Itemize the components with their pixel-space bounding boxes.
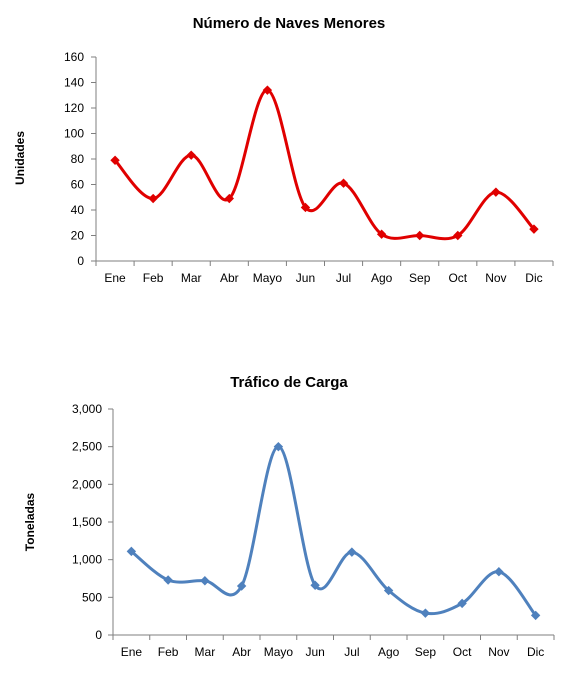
x-tick-label: Ago [371, 271, 393, 285]
x-tick-label: Jul [336, 271, 351, 285]
x-tick-label: Mayo [253, 271, 283, 285]
data-point-marker [529, 224, 539, 234]
series-lines [129, 445, 538, 617]
series-line [129, 445, 538, 617]
x-tick-label: Mar [181, 271, 202, 285]
data-point-marker [491, 187, 501, 197]
x-tick-label: Oct [448, 271, 467, 285]
x-tick-label: Ene [104, 271, 126, 285]
series-markers [126, 441, 541, 621]
data-point-marker [186, 150, 196, 160]
x-tick-label: Nov [488, 645, 509, 659]
data-point-marker [236, 581, 247, 591]
data-point-marker [530, 610, 541, 621]
x-tick-label: Jun [305, 645, 324, 659]
series-line [113, 88, 536, 241]
y-axis: 0 20 40 60 80 100 120 140 160 [64, 50, 97, 268]
x-tick-label: Abr [220, 271, 239, 285]
data-point-marker [338, 178, 349, 188]
data-point-marker [420, 608, 431, 618]
data-point-marker [347, 547, 357, 557]
x-tick-label: Ene [121, 645, 143, 659]
y-tick-label: 1,500 [72, 515, 102, 529]
y-tick-label: 1,000 [72, 553, 102, 567]
data-point-marker [163, 575, 173, 585]
data-point-marker [457, 598, 467, 609]
data-point-marker [415, 230, 425, 241]
y-tick-label: 120 [64, 101, 84, 115]
x-tick-label: Mar [195, 645, 216, 659]
y-axis-label: Toneladas [23, 492, 37, 551]
data-point-marker [300, 202, 311, 213]
y-tick-label: 20 [71, 229, 85, 243]
x-tick-label: Ago [378, 645, 400, 659]
y-tick-label: 40 [71, 203, 85, 217]
y-tick-label: 100 [64, 127, 84, 141]
y-tick-label: 160 [64, 50, 84, 64]
data-point-marker [376, 229, 387, 239]
data-point-marker [262, 85, 273, 95]
data-point-marker [310, 580, 320, 590]
y-tick-label: 3,000 [72, 402, 102, 416]
data-point-marker [453, 230, 463, 241]
x-tick-label: Sep [415, 645, 437, 659]
data-point-marker [148, 193, 158, 204]
chart-title: Tráfico de Carga [230, 374, 348, 391]
x-tick-label: Feb [158, 645, 179, 659]
chart-title: Número de Naves Menores [193, 15, 386, 32]
y-tick-label: 80 [71, 152, 85, 166]
y-tick-label: 2,000 [72, 477, 102, 491]
x-tick-label: Dic [527, 645, 544, 659]
y-axis-label: Unidades [13, 131, 27, 185]
x-tick-label: Oct [453, 645, 472, 659]
chart-trafico-carga: Tráfico de Carga Toneladas 0 500 1,000 1,50… [23, 374, 555, 659]
series-lines [113, 88, 536, 241]
data-point-marker [200, 576, 210, 586]
x-tick-label: Abr [232, 645, 251, 659]
y-tick-label: 60 [71, 178, 85, 192]
x-axis: Ene Feb Mar Abr Mayo Jun Jul Ago Sep Oct Nov Dic [112, 634, 555, 659]
x-tick-label: Mayo [264, 645, 294, 659]
y-tick-label: 0 [77, 254, 84, 268]
data-point-marker [383, 585, 394, 596]
data-point-marker [494, 567, 504, 577]
x-tick-label: Sep [409, 271, 431, 285]
series-markers [110, 85, 539, 241]
y-tick-label: 140 [64, 76, 84, 90]
y-tick-label: 2,500 [72, 440, 102, 454]
x-tick-label: Dic [525, 271, 542, 285]
x-tick-label: Feb [143, 271, 164, 285]
x-tick-label: Jun [296, 271, 315, 285]
chart-naves-menores: Número de Naves Menores Unidades 0 20 40 60… [13, 15, 554, 285]
x-tick-label: Jul [344, 645, 359, 659]
data-point-marker [224, 193, 234, 204]
data-point-marker [273, 441, 284, 452]
y-axis: 0 500 1,000 1,500 2,000 2,500 3,000 [72, 402, 114, 642]
y-tick-label: 500 [82, 590, 102, 604]
data-point-marker [110, 155, 120, 165]
y-tick-label: 0 [95, 628, 102, 642]
x-axis: Ene Feb Mar Abr Mayo Jun Jul Ago Sep Oct Nov Dic [95, 260, 554, 285]
data-point-marker [126, 546, 137, 557]
x-tick-label: Nov [485, 271, 506, 285]
